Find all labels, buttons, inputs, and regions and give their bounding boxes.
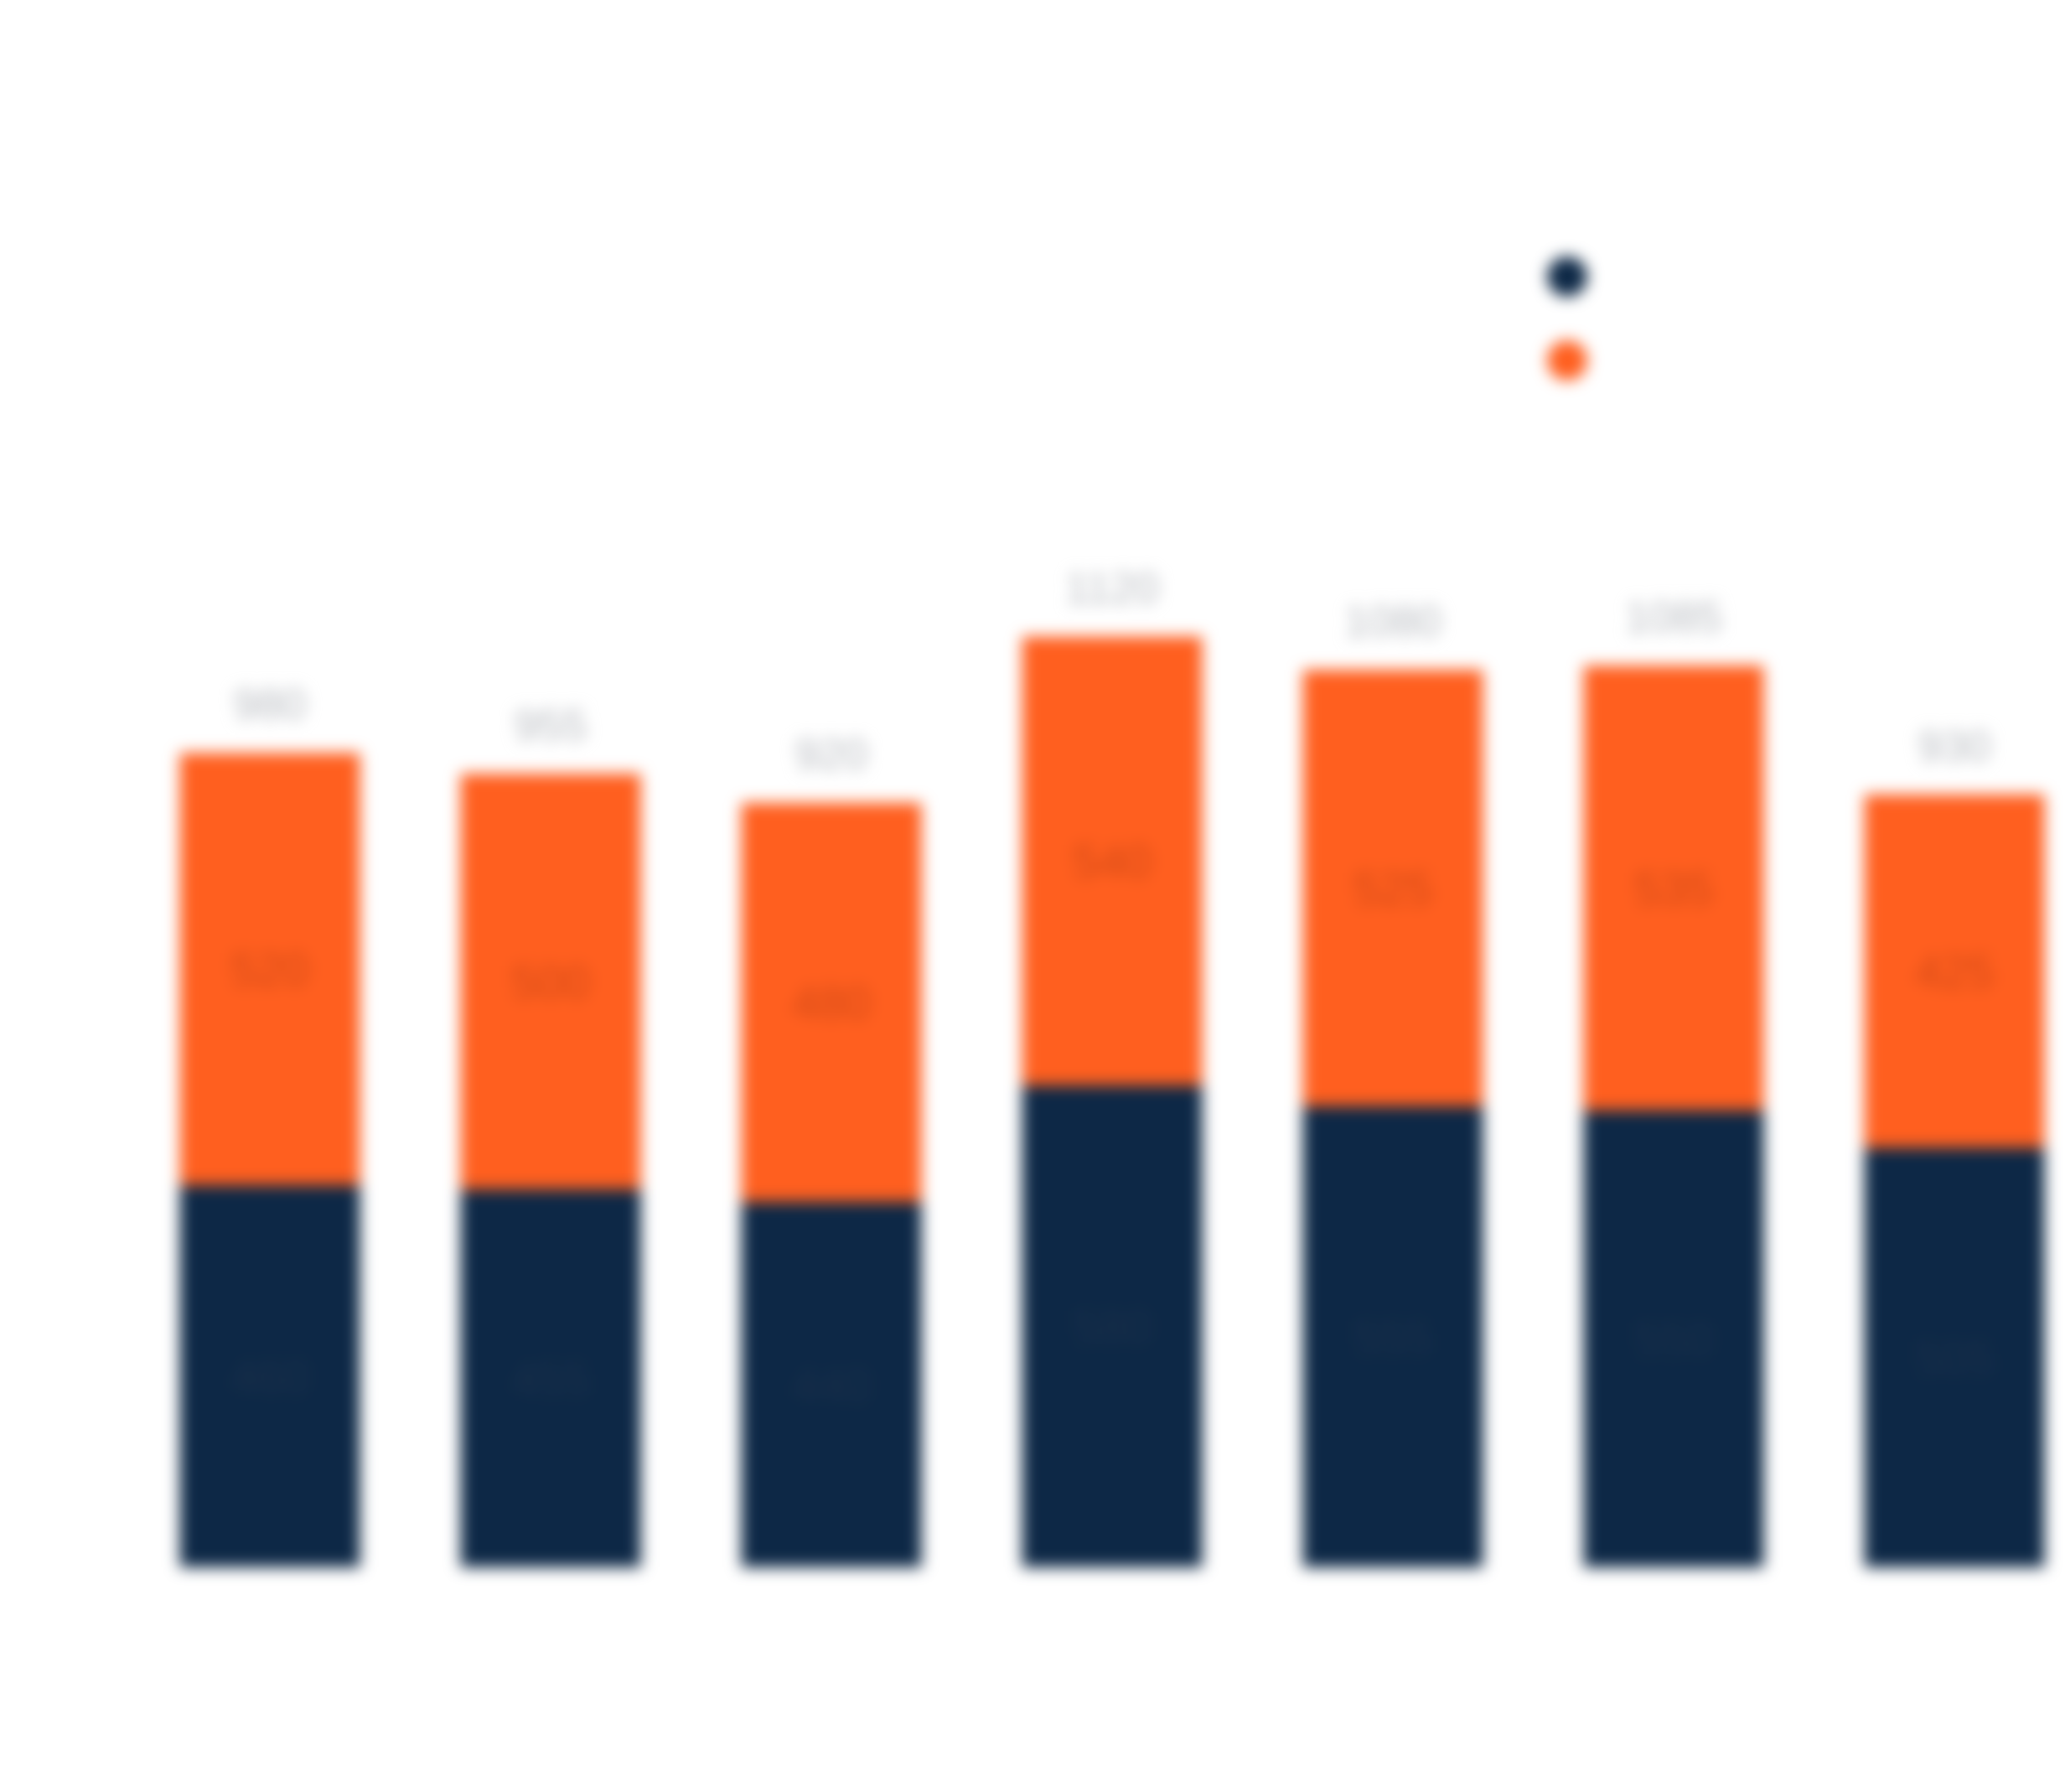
bar-segment-s0-c5 <box>1583 1110 1764 1567</box>
bar-total-label-c6: 930 <box>1918 722 1991 771</box>
bar-segment-s0-c1 <box>460 1189 641 1567</box>
bar-segment-s1-c6 <box>1864 794 2045 1148</box>
bar-value-label-s1-c2: 480 <box>792 976 870 1029</box>
bars-group: 460 520 980 455 500 955 440 480 920 580 540 1120 555… <box>179 564 2045 1567</box>
bar-value-label-s1-c0: 520 <box>230 943 308 996</box>
bar-total-label-c4: 1080 <box>1344 598 1441 646</box>
bar-segment-s1-c5 <box>1583 666 1764 1111</box>
bar-value-label-s0-c2: 440 <box>792 1359 870 1411</box>
bar-segment-s1-c1 <box>460 773 641 1189</box>
bar-segment-s0-c3 <box>1022 1085 1203 1567</box>
bar-total-label-c0: 980 <box>234 681 307 729</box>
bar-value-label-s1-c3: 540 <box>1073 835 1151 888</box>
bar-value-label-s1-c6: 425 <box>1915 945 1993 997</box>
bar-value-label-s1-c5: 535 <box>1634 862 1712 914</box>
bar-total-label-c1: 955 <box>515 702 587 750</box>
bar-value-label-s0-c0: 460 <box>230 1350 308 1403</box>
bar-value-label-s0-c6: 505 <box>1915 1332 1993 1385</box>
bar-total-label-c3: 1120 <box>1065 564 1159 613</box>
bar-value-label-s1-c4: 525 <box>1353 862 1431 914</box>
bar-segment-s0-c6 <box>1864 1147 2045 1567</box>
bar-value-label-s0-c3: 580 <box>1073 1300 1151 1353</box>
chart-legend <box>1547 256 1587 381</box>
legend-swatch-0 <box>1547 256 1587 297</box>
bar-segment-s1-c4 <box>1302 670 1483 1106</box>
legend-swatch-1 <box>1547 340 1587 381</box>
bar-value-label-s1-c1: 500 <box>511 956 589 1008</box>
bar-segment-s0-c4 <box>1302 1106 1483 1567</box>
bar-total-label-c2: 920 <box>795 731 868 779</box>
bar-segment-s1-c2 <box>741 802 922 1202</box>
bar-value-label-s0-c1: 455 <box>511 1352 589 1405</box>
bar-segment-s1-c3 <box>1022 636 1203 1085</box>
bar-total-label-c5: 1085 <box>1625 593 1722 642</box>
bar-segment-s0-c2 <box>741 1201 922 1567</box>
bar-segment-s1-c0 <box>179 753 360 1185</box>
bar-value-label-s0-c5: 550 <box>1634 1313 1712 1365</box>
bar-segment-s0-c0 <box>179 1184 360 1567</box>
bar-value-label-s0-c4: 555 <box>1353 1311 1431 1364</box>
